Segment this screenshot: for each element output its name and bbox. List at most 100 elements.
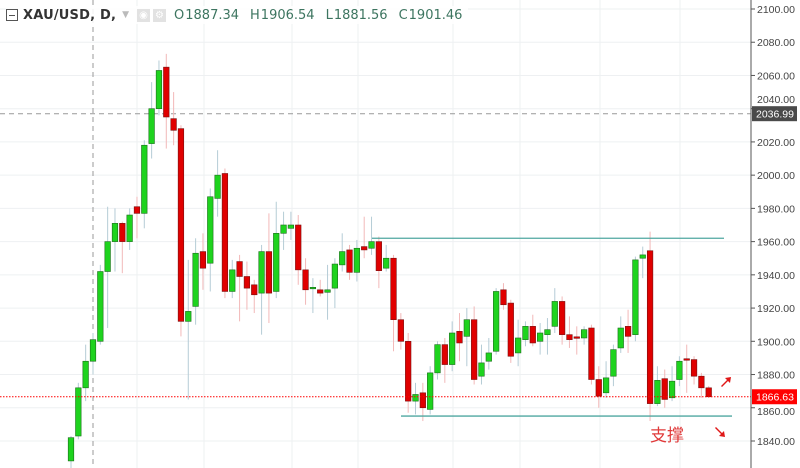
candle <box>273 233 280 292</box>
ohlc-close: C1901.46 <box>399 8 463 23</box>
candle <box>258 251 265 294</box>
crosshair-price-label: 2036.99 <box>756 109 794 121</box>
candle <box>661 378 668 400</box>
low-label: L <box>325 7 333 23</box>
candle <box>617 327 624 349</box>
candle <box>559 301 566 335</box>
candle <box>485 352 492 362</box>
candle <box>236 261 243 277</box>
candle <box>185 311 192 322</box>
arrow-up-right-icon <box>721 377 731 387</box>
candle <box>221 173 229 292</box>
candle <box>243 276 251 289</box>
candle <box>639 254 646 259</box>
price-tick-label: 1860.00 <box>757 406 795 418</box>
ohlc-low: L1881.56 <box>326 8 388 23</box>
candle <box>654 380 661 404</box>
candle <box>405 340 412 402</box>
candle <box>449 332 456 365</box>
candle <box>427 372 434 410</box>
candle <box>383 257 390 269</box>
candle <box>441 344 448 365</box>
candle <box>573 336 580 339</box>
candle <box>690 359 698 377</box>
close-value: 1901.46 <box>408 7 463 23</box>
candle <box>493 291 500 352</box>
price-tick-label: 2020.00 <box>757 137 795 149</box>
ohlc-open: O1887.34 <box>174 8 239 23</box>
price-tick-label: 2000.00 <box>757 170 795 182</box>
candle <box>111 223 119 242</box>
price-tick-label: 1920.00 <box>757 303 795 315</box>
gear-icon[interactable]: ⚙ <box>153 8 167 22</box>
candle <box>309 287 316 290</box>
candle <box>624 326 632 337</box>
candle <box>346 249 353 273</box>
candle <box>602 377 610 394</box>
symbol-label[interactable]: XAU/USD, D, <box>23 7 117 23</box>
candle <box>683 358 690 361</box>
dropdown-caret-icon[interactable]: ▼ <box>122 10 130 20</box>
candle <box>148 108 155 144</box>
candle <box>170 118 177 131</box>
candle <box>698 375 705 389</box>
price-tick-label: 1940.00 <box>757 270 795 282</box>
candle <box>668 380 676 399</box>
price-tick-label: 2080.00 <box>757 37 795 49</box>
price-tick-label: 1880.00 <box>757 370 795 382</box>
open-value: 1887.34 <box>185 7 240 23</box>
candle <box>632 259 639 335</box>
candle <box>155 70 163 109</box>
candle <box>390 257 397 321</box>
high-label: H <box>250 7 260 23</box>
chart-legend: XAU/USD, D, ▼ ◉ ⚙ O1887.34 H1906.54 L188… <box>6 6 469 24</box>
candle <box>412 394 419 402</box>
candle <box>317 289 324 294</box>
crosshair-price-box <box>752 106 797 122</box>
candle <box>551 301 558 327</box>
candle <box>353 247 360 273</box>
candle <box>141 144 148 214</box>
candle <box>375 241 382 271</box>
candle <box>471 319 478 380</box>
candle <box>295 224 302 271</box>
price-tick-label: 1840.00 <box>757 436 795 448</box>
candle <box>67 437 75 462</box>
candle <box>207 196 214 264</box>
support-annotation: 支撑 <box>650 426 684 446</box>
price-tick-label: 1960.00 <box>757 237 795 249</box>
candle <box>199 251 207 269</box>
price-tick-label: 1900.00 <box>757 336 795 348</box>
candle <box>478 362 485 377</box>
candle <box>515 337 522 354</box>
high-value: 1906.54 <box>260 7 315 23</box>
eye-icon[interactable]: ◉ <box>137 8 151 22</box>
candle <box>126 214 133 242</box>
candle <box>265 251 273 294</box>
price-tick-label: 2060.00 <box>757 70 795 82</box>
candle <box>595 379 602 397</box>
candle <box>397 319 404 342</box>
candle <box>705 387 712 398</box>
candle <box>434 344 441 374</box>
ohlc-high: H1906.54 <box>250 8 315 23</box>
collapse-icon[interactable] <box>6 9 18 21</box>
candle <box>361 246 368 251</box>
last-price-box <box>752 389 797 405</box>
candle <box>82 360 89 389</box>
candle <box>229 269 236 292</box>
close-label: C <box>398 7 408 23</box>
price-tick-label: 1980.00 <box>757 203 795 215</box>
candle <box>97 271 104 342</box>
candle <box>544 329 551 335</box>
candle <box>302 269 309 291</box>
candle <box>163 66 170 118</box>
low-value: 1881.56 <box>333 7 388 23</box>
last-price-label: 1866.63 <box>756 392 794 404</box>
candle <box>89 339 97 362</box>
candle <box>588 327 595 380</box>
candle <box>104 241 111 272</box>
candle <box>251 284 258 296</box>
candle <box>456 331 463 344</box>
